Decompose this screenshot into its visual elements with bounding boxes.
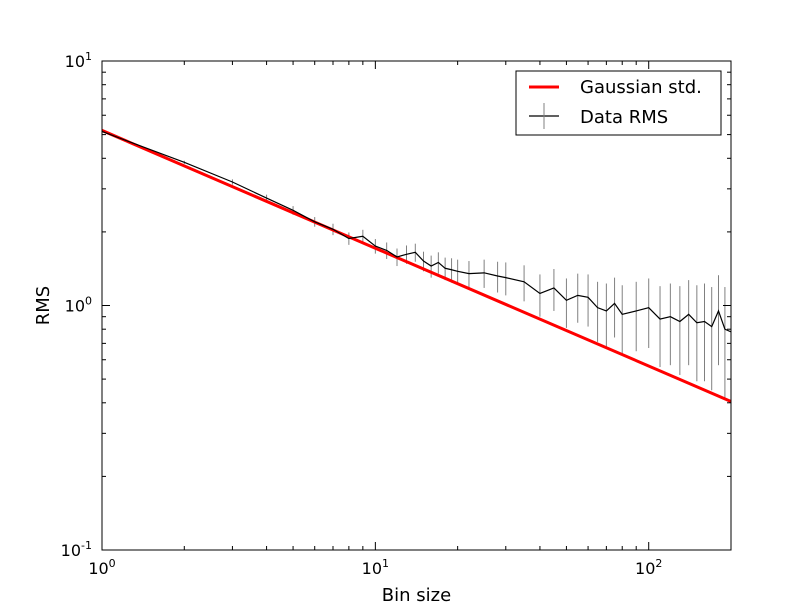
x-tick-label: 100 <box>88 557 115 578</box>
y-tick-label: 101 <box>65 50 92 71</box>
gaussian-std-line <box>101 129 732 403</box>
y-axis-label: RMS <box>33 286 54 325</box>
legend-data-rms-label: Data RMS <box>580 107 668 128</box>
legend-gaussian-label: Gaussian std. <box>580 77 702 98</box>
series-lines <box>101 129 732 403</box>
y-tick-label: 100 <box>65 295 92 316</box>
legend-box <box>515 70 722 136</box>
plot-area <box>101 60 732 551</box>
legend: Gaussian std. Data RMS <box>515 70 722 136</box>
data-rms-line <box>101 130 732 333</box>
y-tick-label: 10-1 <box>61 539 92 560</box>
x-tick-label: 102 <box>635 557 662 578</box>
x-axis-label: Bin size <box>382 585 451 606</box>
x-tick-label: 101 <box>362 557 389 578</box>
plot-background <box>102 61 731 550</box>
plot-border <box>101 60 732 551</box>
